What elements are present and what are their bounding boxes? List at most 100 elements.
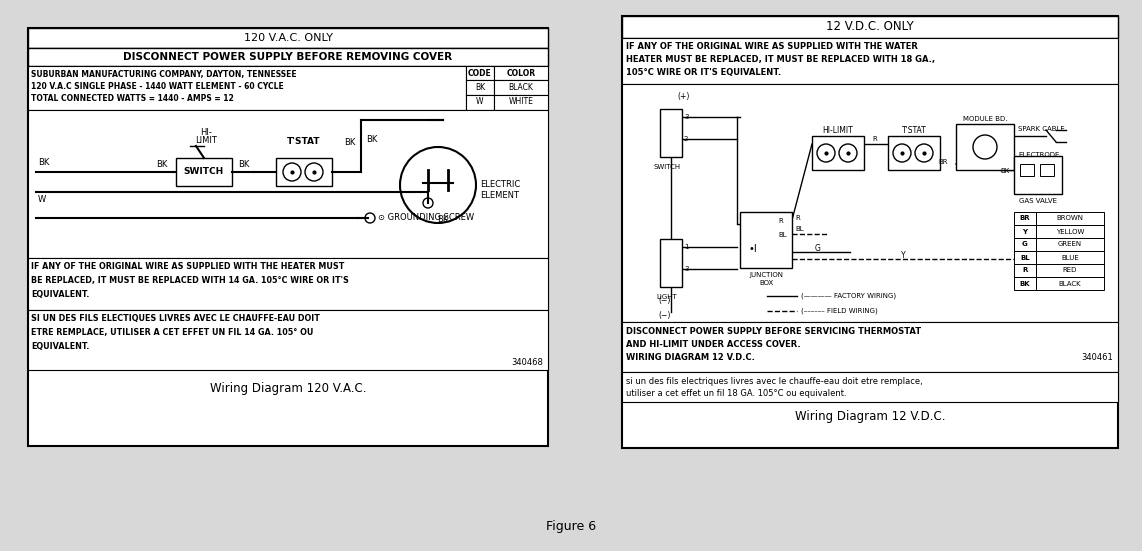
- Bar: [466, 95, 494, 110]
- Bar: [622, 322, 1118, 372]
- Text: BR: BR: [1020, 215, 1030, 222]
- Text: BK: BK: [365, 135, 377, 144]
- Text: HEATER MUST BE REPLACED, IT MUST BE REPLACED WITH 18 GA.,: HEATER MUST BE REPLACED, IT MUST BE REPL…: [626, 55, 935, 64]
- Text: ELECTRIC: ELECTRIC: [480, 180, 521, 189]
- Text: ELECTRODE: ELECTRODE: [1018, 152, 1060, 158]
- Text: Y: Y: [1022, 229, 1028, 235]
- Text: R: R: [795, 215, 799, 221]
- Text: WIRING DIAGRAM 12 V.D.C.: WIRING DIAGRAM 12 V.D.C.: [626, 353, 755, 362]
- Bar: [494, 95, 548, 110]
- Text: W: W: [38, 195, 46, 204]
- Bar: [812, 136, 864, 170]
- Bar: [660, 109, 682, 157]
- Bar: [29, 28, 548, 48]
- Bar: [29, 310, 548, 370]
- Bar: [494, 80, 548, 95]
- Text: R: R: [872, 136, 877, 142]
- Text: BLUE: BLUE: [1061, 255, 1079, 261]
- Text: R: R: [778, 218, 782, 224]
- Bar: [29, 66, 466, 110]
- Bar: [1036, 277, 1104, 290]
- Text: Wiring Diagram 120 V.A.C.: Wiring Diagram 120 V.A.C.: [210, 382, 367, 395]
- Bar: [1040, 164, 1054, 176]
- Text: (———— FACTORY WIRING): (———— FACTORY WIRING): [801, 293, 896, 299]
- Bar: [1014, 238, 1036, 251]
- Text: BLACK: BLACK: [1059, 280, 1081, 287]
- Text: SWITCH: SWITCH: [654, 164, 681, 170]
- Bar: [1014, 277, 1036, 290]
- Text: BK: BK: [437, 215, 449, 224]
- Text: COLOR: COLOR: [506, 68, 536, 78]
- Text: T'STAT: T'STAT: [288, 137, 321, 146]
- Bar: [466, 66, 494, 80]
- Text: BK: BK: [238, 160, 249, 169]
- Text: BK: BK: [38, 158, 49, 167]
- Text: AND HI-LIMIT UNDER ACCESS COVER.: AND HI-LIMIT UNDER ACCESS COVER.: [626, 340, 801, 349]
- Bar: [29, 110, 548, 258]
- Text: EQUIVALENT.: EQUIVALENT.: [31, 290, 89, 299]
- Bar: [1014, 225, 1036, 238]
- Text: BLACK: BLACK: [508, 83, 533, 91]
- Bar: [276, 158, 332, 186]
- Text: G: G: [1022, 241, 1028, 247]
- Bar: [1036, 238, 1104, 251]
- Bar: [1036, 264, 1104, 277]
- Text: si un des fils electriques livres avec le chauffe-eau doit etre remplace,: si un des fils electriques livres avec l…: [626, 377, 923, 386]
- Bar: [956, 124, 1014, 170]
- Bar: [1014, 264, 1036, 277]
- Text: IF ANY OF THE ORIGINAL WIRE AS SUPPLIED WITH THE WATER: IF ANY OF THE ORIGINAL WIRE AS SUPPLIED …: [626, 42, 918, 51]
- Bar: [622, 16, 1118, 448]
- Text: LIMIT: LIMIT: [195, 136, 217, 145]
- Bar: [622, 84, 1118, 322]
- Text: Y: Y: [901, 251, 906, 260]
- Bar: [888, 136, 940, 170]
- Text: SPARK CABLE: SPARK CABLE: [1018, 126, 1064, 132]
- Text: Figure 6: Figure 6: [546, 520, 596, 533]
- Text: GREEN: GREEN: [1057, 241, 1083, 247]
- Text: BL: BL: [1020, 255, 1030, 261]
- Text: 3: 3: [684, 266, 689, 272]
- Text: (+): (+): [678, 92, 690, 101]
- Text: DISCONNECT POWER SUPPLY BEFORE REMOVING COVER: DISCONNECT POWER SUPPLY BEFORE REMOVING …: [123, 52, 452, 62]
- Text: BK: BK: [1020, 280, 1030, 287]
- Bar: [660, 239, 682, 287]
- Text: BE REPLACED, IT MUST BE REPLACED WITH 14 GA. 105°C WIRE OR IT'S: BE REPLACED, IT MUST BE REPLACED WITH 14…: [31, 276, 348, 285]
- Bar: [622, 38, 1118, 84]
- Text: 340468: 340468: [512, 358, 542, 367]
- Text: 3: 3: [684, 114, 689, 120]
- Text: Wiring Diagram 12 V.D.C.: Wiring Diagram 12 V.D.C.: [795, 410, 946, 423]
- Text: 1: 1: [684, 244, 689, 250]
- Text: (−): (−): [659, 296, 671, 305]
- Text: YELLOW: YELLOW: [1056, 229, 1084, 235]
- Text: JUNCTION: JUNCTION: [749, 272, 783, 278]
- Text: RED: RED: [1063, 267, 1077, 273]
- Text: MODULE BD.: MODULE BD.: [963, 116, 1007, 122]
- Text: 12 V.D.C. ONLY: 12 V.D.C. ONLY: [826, 20, 914, 34]
- Text: 120 V.A.C SINGLE PHASE - 1440 WATT ELEMENT - 60 CYCLE: 120 V.A.C SINGLE PHASE - 1440 WATT ELEME…: [31, 82, 283, 91]
- Text: (–––––– FIELD WIRING): (–––––– FIELD WIRING): [801, 308, 878, 314]
- Text: (−): (−): [659, 311, 671, 320]
- Text: ⊙ GROUNDING SCREW: ⊙ GROUNDING SCREW: [378, 213, 474, 223]
- Bar: [1036, 225, 1104, 238]
- Text: BL: BL: [778, 232, 787, 238]
- Bar: [740, 212, 793, 268]
- Bar: [466, 80, 494, 95]
- Text: 340461: 340461: [1081, 353, 1113, 362]
- Text: BOX: BOX: [759, 280, 773, 286]
- Text: IF ANY OF THE ORIGINAL WIRE AS SUPPLIED WITH THE HEATER MUST: IF ANY OF THE ORIGINAL WIRE AS SUPPLIED …: [31, 262, 345, 271]
- Text: EQUIVALENT.: EQUIVALENT.: [31, 342, 89, 351]
- Text: LIGHT: LIGHT: [656, 294, 677, 300]
- Bar: [29, 48, 548, 66]
- Bar: [1020, 164, 1034, 176]
- Bar: [1014, 251, 1036, 264]
- Text: T'STAT: T'STAT: [902, 126, 926, 135]
- Text: SI UN DES FILS ELECTIQUES LIVRES AVEC LE CHAUFFE-EAU DOIT: SI UN DES FILS ELECTIQUES LIVRES AVEC LE…: [31, 314, 320, 323]
- Bar: [1014, 212, 1036, 225]
- Text: BK: BK: [156, 160, 168, 169]
- Bar: [494, 66, 548, 80]
- Text: G: G: [815, 244, 821, 253]
- Text: BK: BK: [1000, 168, 1010, 174]
- Text: SWITCH: SWITCH: [184, 168, 224, 176]
- Bar: [622, 372, 1118, 402]
- Text: 105°C WIRE OR IT'S EQUIVALENT.: 105°C WIRE OR IT'S EQUIVALENT.: [626, 68, 781, 77]
